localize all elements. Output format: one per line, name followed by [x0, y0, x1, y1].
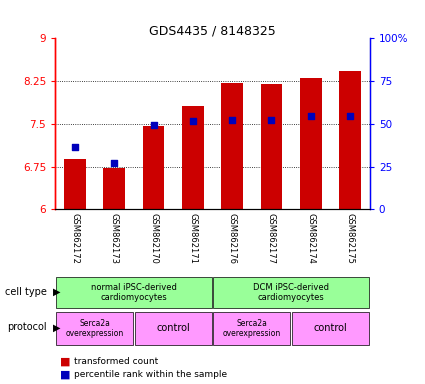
Point [190, 118, 196, 124]
Bar [292, 312, 369, 345]
Text: GSM862174: GSM862174 [306, 213, 315, 264]
Bar [135, 312, 212, 345]
Text: ▶: ▶ [53, 287, 61, 297]
Bar [339, 71, 361, 209]
Text: Serca2a
overexpression: Serca2a overexpression [65, 319, 124, 338]
Bar [56, 277, 212, 308]
Text: cell type: cell type [5, 287, 47, 297]
Title: GDS4435 / 8148325: GDS4435 / 8148325 [149, 24, 276, 37]
Text: GSM862176: GSM862176 [228, 213, 237, 264]
Bar [64, 159, 86, 209]
Point [268, 118, 275, 124]
Text: normal iPSC-derived
cardiomyocytes: normal iPSC-derived cardiomyocytes [91, 283, 177, 303]
Text: transformed count: transformed count [74, 357, 159, 366]
Text: protocol: protocol [7, 322, 47, 333]
Text: control: control [314, 323, 347, 333]
Bar [213, 312, 290, 345]
Point [71, 144, 78, 150]
Point [229, 118, 235, 124]
Point [347, 113, 354, 119]
Text: DCM iPSC-derived
cardiomyocytes: DCM iPSC-derived cardiomyocytes [253, 283, 329, 303]
Text: GSM862173: GSM862173 [110, 213, 119, 264]
Bar [213, 277, 369, 308]
Text: GSM862177: GSM862177 [267, 213, 276, 264]
Text: ■: ■ [60, 369, 70, 379]
Text: ■: ■ [60, 357, 70, 367]
Text: GSM862175: GSM862175 [346, 213, 354, 264]
Bar [221, 83, 243, 209]
Text: percentile rank within the sample: percentile rank within the sample [74, 370, 227, 379]
Bar [103, 168, 125, 209]
Bar [143, 126, 164, 209]
Point [307, 113, 314, 119]
Bar [300, 78, 322, 209]
Bar [182, 106, 204, 209]
Point [111, 159, 118, 166]
Point [150, 122, 157, 128]
Text: Serca2a
overexpression: Serca2a overexpression [223, 319, 281, 338]
Bar [56, 312, 133, 345]
Text: GSM862172: GSM862172 [71, 213, 79, 264]
Text: GSM862171: GSM862171 [188, 213, 197, 264]
Text: ▶: ▶ [53, 322, 61, 333]
Text: control: control [156, 323, 190, 333]
Text: GSM862170: GSM862170 [149, 213, 158, 264]
Bar [261, 84, 282, 209]
